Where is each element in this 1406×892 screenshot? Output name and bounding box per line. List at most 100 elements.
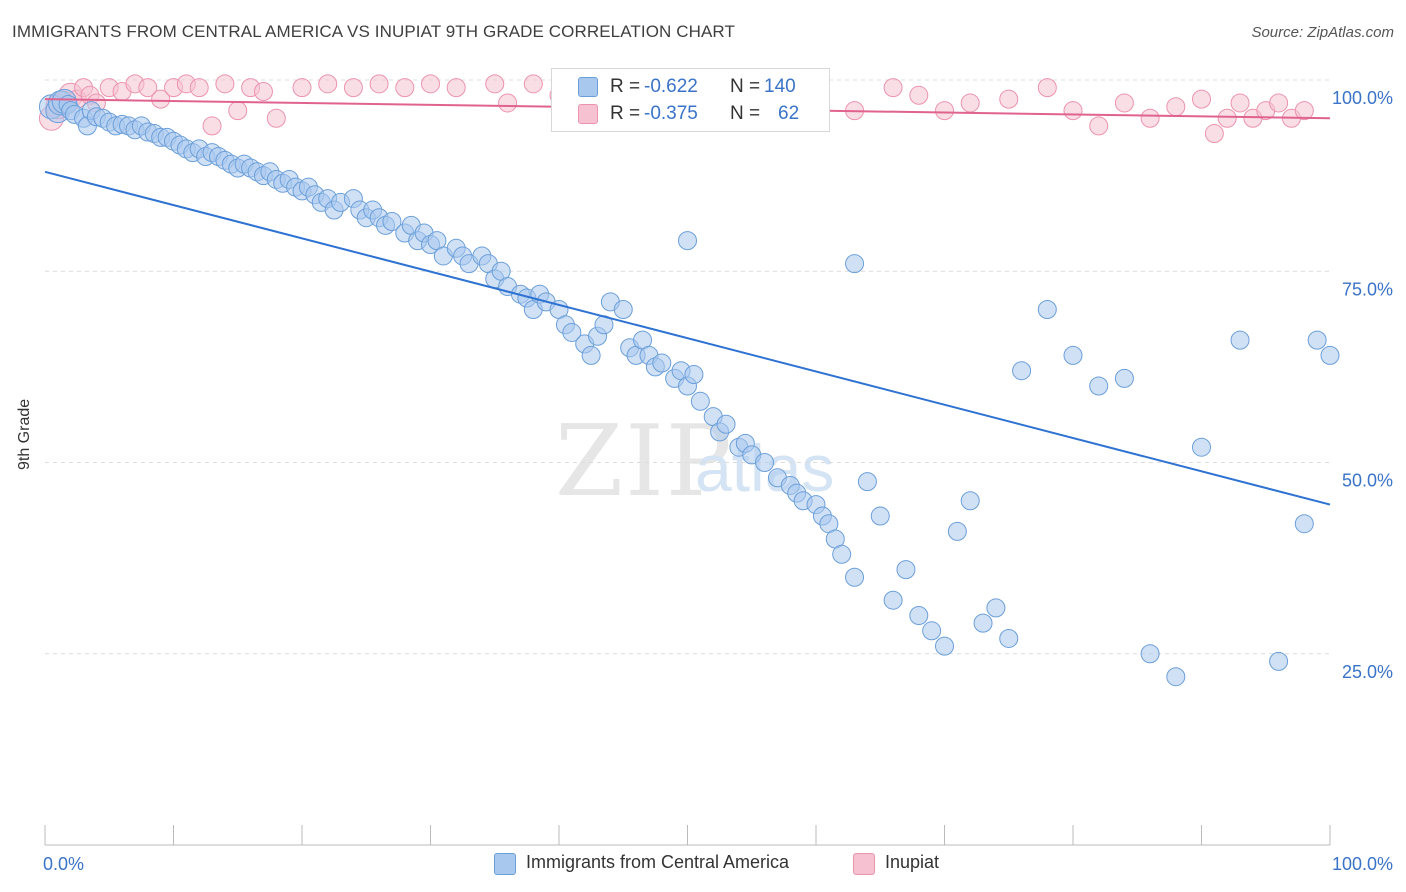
data-point: [1114, 93, 1134, 113]
data-point: [678, 231, 697, 251]
data-point: [1166, 97, 1186, 117]
data-point: [318, 74, 338, 94]
source-label: Source: ZipAtlas.com: [1251, 24, 1394, 41]
data-point: [896, 560, 916, 580]
data-point: [1192, 437, 1211, 457]
data-point: [1114, 368, 1134, 388]
data-point: [253, 81, 273, 101]
data-point: [716, 414, 736, 434]
y-tick-label: 25.0%: [1342, 662, 1393, 682]
trend-line-central-america: [44, 170, 1331, 506]
data-point: [581, 345, 601, 365]
data-point: [960, 491, 980, 511]
n-label: N =: [730, 103, 761, 124]
legend-item-inupiat[interactable]: Inupiat: [853, 852, 973, 876]
data-point: [883, 78, 903, 98]
data-point: [1204, 124, 1224, 144]
data-point: [562, 322, 582, 342]
data-point: [1230, 330, 1250, 350]
n-value: 140: [764, 76, 796, 97]
data-point: [1307, 330, 1327, 350]
data-point: [151, 89, 171, 109]
data-point: [1140, 644, 1160, 664]
data-point: [832, 544, 852, 564]
stats-row-pink: R = -0.375 N = 62: [552, 101, 829, 127]
data-point: [446, 78, 466, 98]
blue-swatch-icon: [494, 853, 516, 875]
data-point: [1012, 361, 1032, 381]
data-point: [1063, 101, 1083, 121]
data-point: [999, 628, 1019, 648]
data-point: [266, 108, 286, 128]
x-tick-label: 0.0%: [43, 854, 84, 874]
r-label: R =: [610, 76, 641, 97]
r-value: -0.622: [644, 76, 698, 97]
y-axis-label: 9th Grade: [16, 398, 33, 470]
legend-label: Immigrants from Central America: [526, 852, 790, 872]
data-point: [1140, 108, 1160, 128]
data-point: [652, 353, 672, 373]
data-point: [382, 212, 402, 232]
data-point: [870, 506, 890, 526]
data-point: [1089, 116, 1109, 136]
data-point: [1269, 651, 1289, 671]
data-point: [189, 78, 209, 98]
pink-swatch-icon: [578, 104, 598, 124]
data-point: [857, 472, 877, 492]
data-point: [1192, 89, 1211, 109]
data-point: [1037, 78, 1057, 98]
y-tick-label: 75.0%: [1342, 279, 1393, 299]
data-point: [845, 254, 865, 274]
data-point: [1037, 300, 1057, 319]
data-point: [883, 590, 903, 610]
data-point: [1166, 667, 1186, 687]
data-point: [215, 74, 235, 94]
y-tick-label: 50.0%: [1342, 471, 1393, 491]
data-point: [369, 74, 389, 94]
data-point: [1089, 376, 1109, 396]
data-point: [755, 453, 775, 472]
x-axis: [44, 825, 1331, 846]
data-point: [909, 606, 929, 625]
data-point: [1063, 345, 1083, 365]
data-point: [960, 93, 980, 113]
r-label: R =: [610, 103, 641, 124]
data-point: [395, 78, 415, 98]
pink-swatch-icon: [853, 853, 875, 875]
data-point: [421, 74, 440, 94]
data-point: [909, 85, 929, 105]
stats-row-blue: R = -0.622 N = 140: [552, 74, 829, 100]
data-point: [986, 598, 1006, 618]
data-point: [485, 74, 505, 94]
legend-label: Inupiat: [885, 852, 940, 872]
n-value: 62: [778, 103, 800, 124]
data-point: [523, 74, 543, 94]
data-point: [684, 365, 704, 385]
data-point: [138, 78, 158, 98]
n-label: N =: [730, 76, 761, 97]
data-point: [690, 391, 710, 411]
data-point: [498, 93, 518, 113]
data-point: [202, 116, 222, 136]
data-point: [1294, 514, 1314, 534]
data-point: [1230, 93, 1250, 113]
tick-labels: 100.0% 75.0% 50.0% 25.0% 0.0% 100.0%: [43, 88, 1393, 874]
data-point: [613, 300, 633, 319]
data-point: [973, 613, 993, 633]
data-point: [922, 621, 942, 641]
data-point: [1269, 93, 1289, 113]
data-point: [999, 89, 1019, 109]
data-point: [845, 567, 865, 587]
central-america-points: [38, 88, 1340, 687]
data-point: [292, 78, 312, 98]
stats-box: R = -0.622 N = 140 R = -0.375 N = 62: [551, 68, 830, 132]
data-point: [228, 101, 248, 121]
data-point: [343, 78, 363, 98]
data-point: [1294, 101, 1314, 121]
data-point: [935, 636, 954, 656]
y-tick-label: 100.0%: [1332, 88, 1393, 108]
data-point: [947, 521, 967, 541]
legend-item-central-america[interactable]: Immigrants from Central America: [494, 852, 834, 876]
data-point: [1217, 108, 1237, 128]
